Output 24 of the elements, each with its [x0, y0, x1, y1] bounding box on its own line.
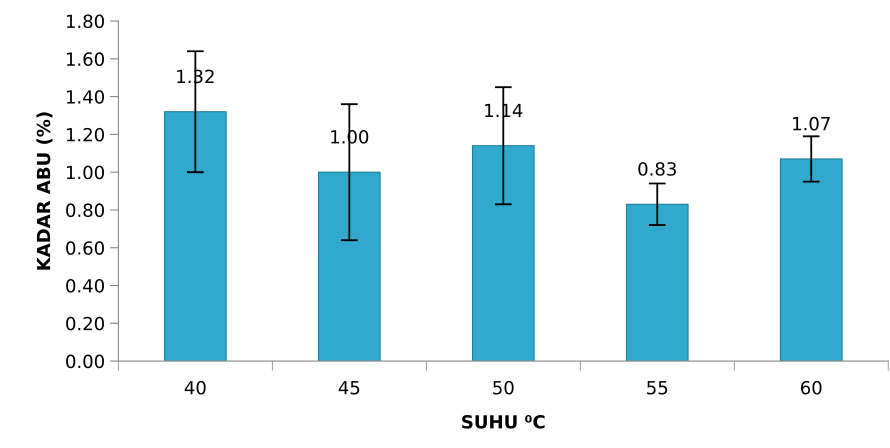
- y-tick-label: 0.00: [66, 354, 104, 368]
- x-tick-label: 40: [184, 380, 206, 395]
- y-tick-label: 0.60: [66, 241, 104, 255]
- x-tick-label: 45: [338, 381, 360, 395]
- y-tick-label: 0.80: [66, 203, 104, 218]
- bar: [626, 204, 689, 362]
- x-tick-label: 50: [493, 380, 514, 395]
- bar: [164, 111, 227, 362]
- x-tick-label: 60: [801, 380, 822, 395]
- bar: [318, 172, 381, 362]
- x-axis-title: SUHU ⁰C: [462, 414, 545, 429]
- y-tick-label: 1.00: [66, 166, 104, 180]
- y-tick-label: 1.40: [66, 90, 104, 104]
- y-tick-label: 0.40: [66, 278, 104, 293]
- y-tick-label: 1.20: [66, 128, 104, 142]
- data-label: 1.07: [793, 116, 830, 130]
- y-tick-label: 1.60: [66, 52, 104, 66]
- bar: [780, 158, 843, 362]
- y-tick-label: 1.80: [66, 14, 104, 28]
- y-tick-label: 0.20: [66, 316, 104, 330]
- bar: [472, 145, 535, 362]
- data-label: 0.83: [638, 162, 676, 176]
- x-tick-label: 55: [647, 381, 668, 395]
- y-axis-title: KADAR ABU (%): [36, 112, 52, 270]
